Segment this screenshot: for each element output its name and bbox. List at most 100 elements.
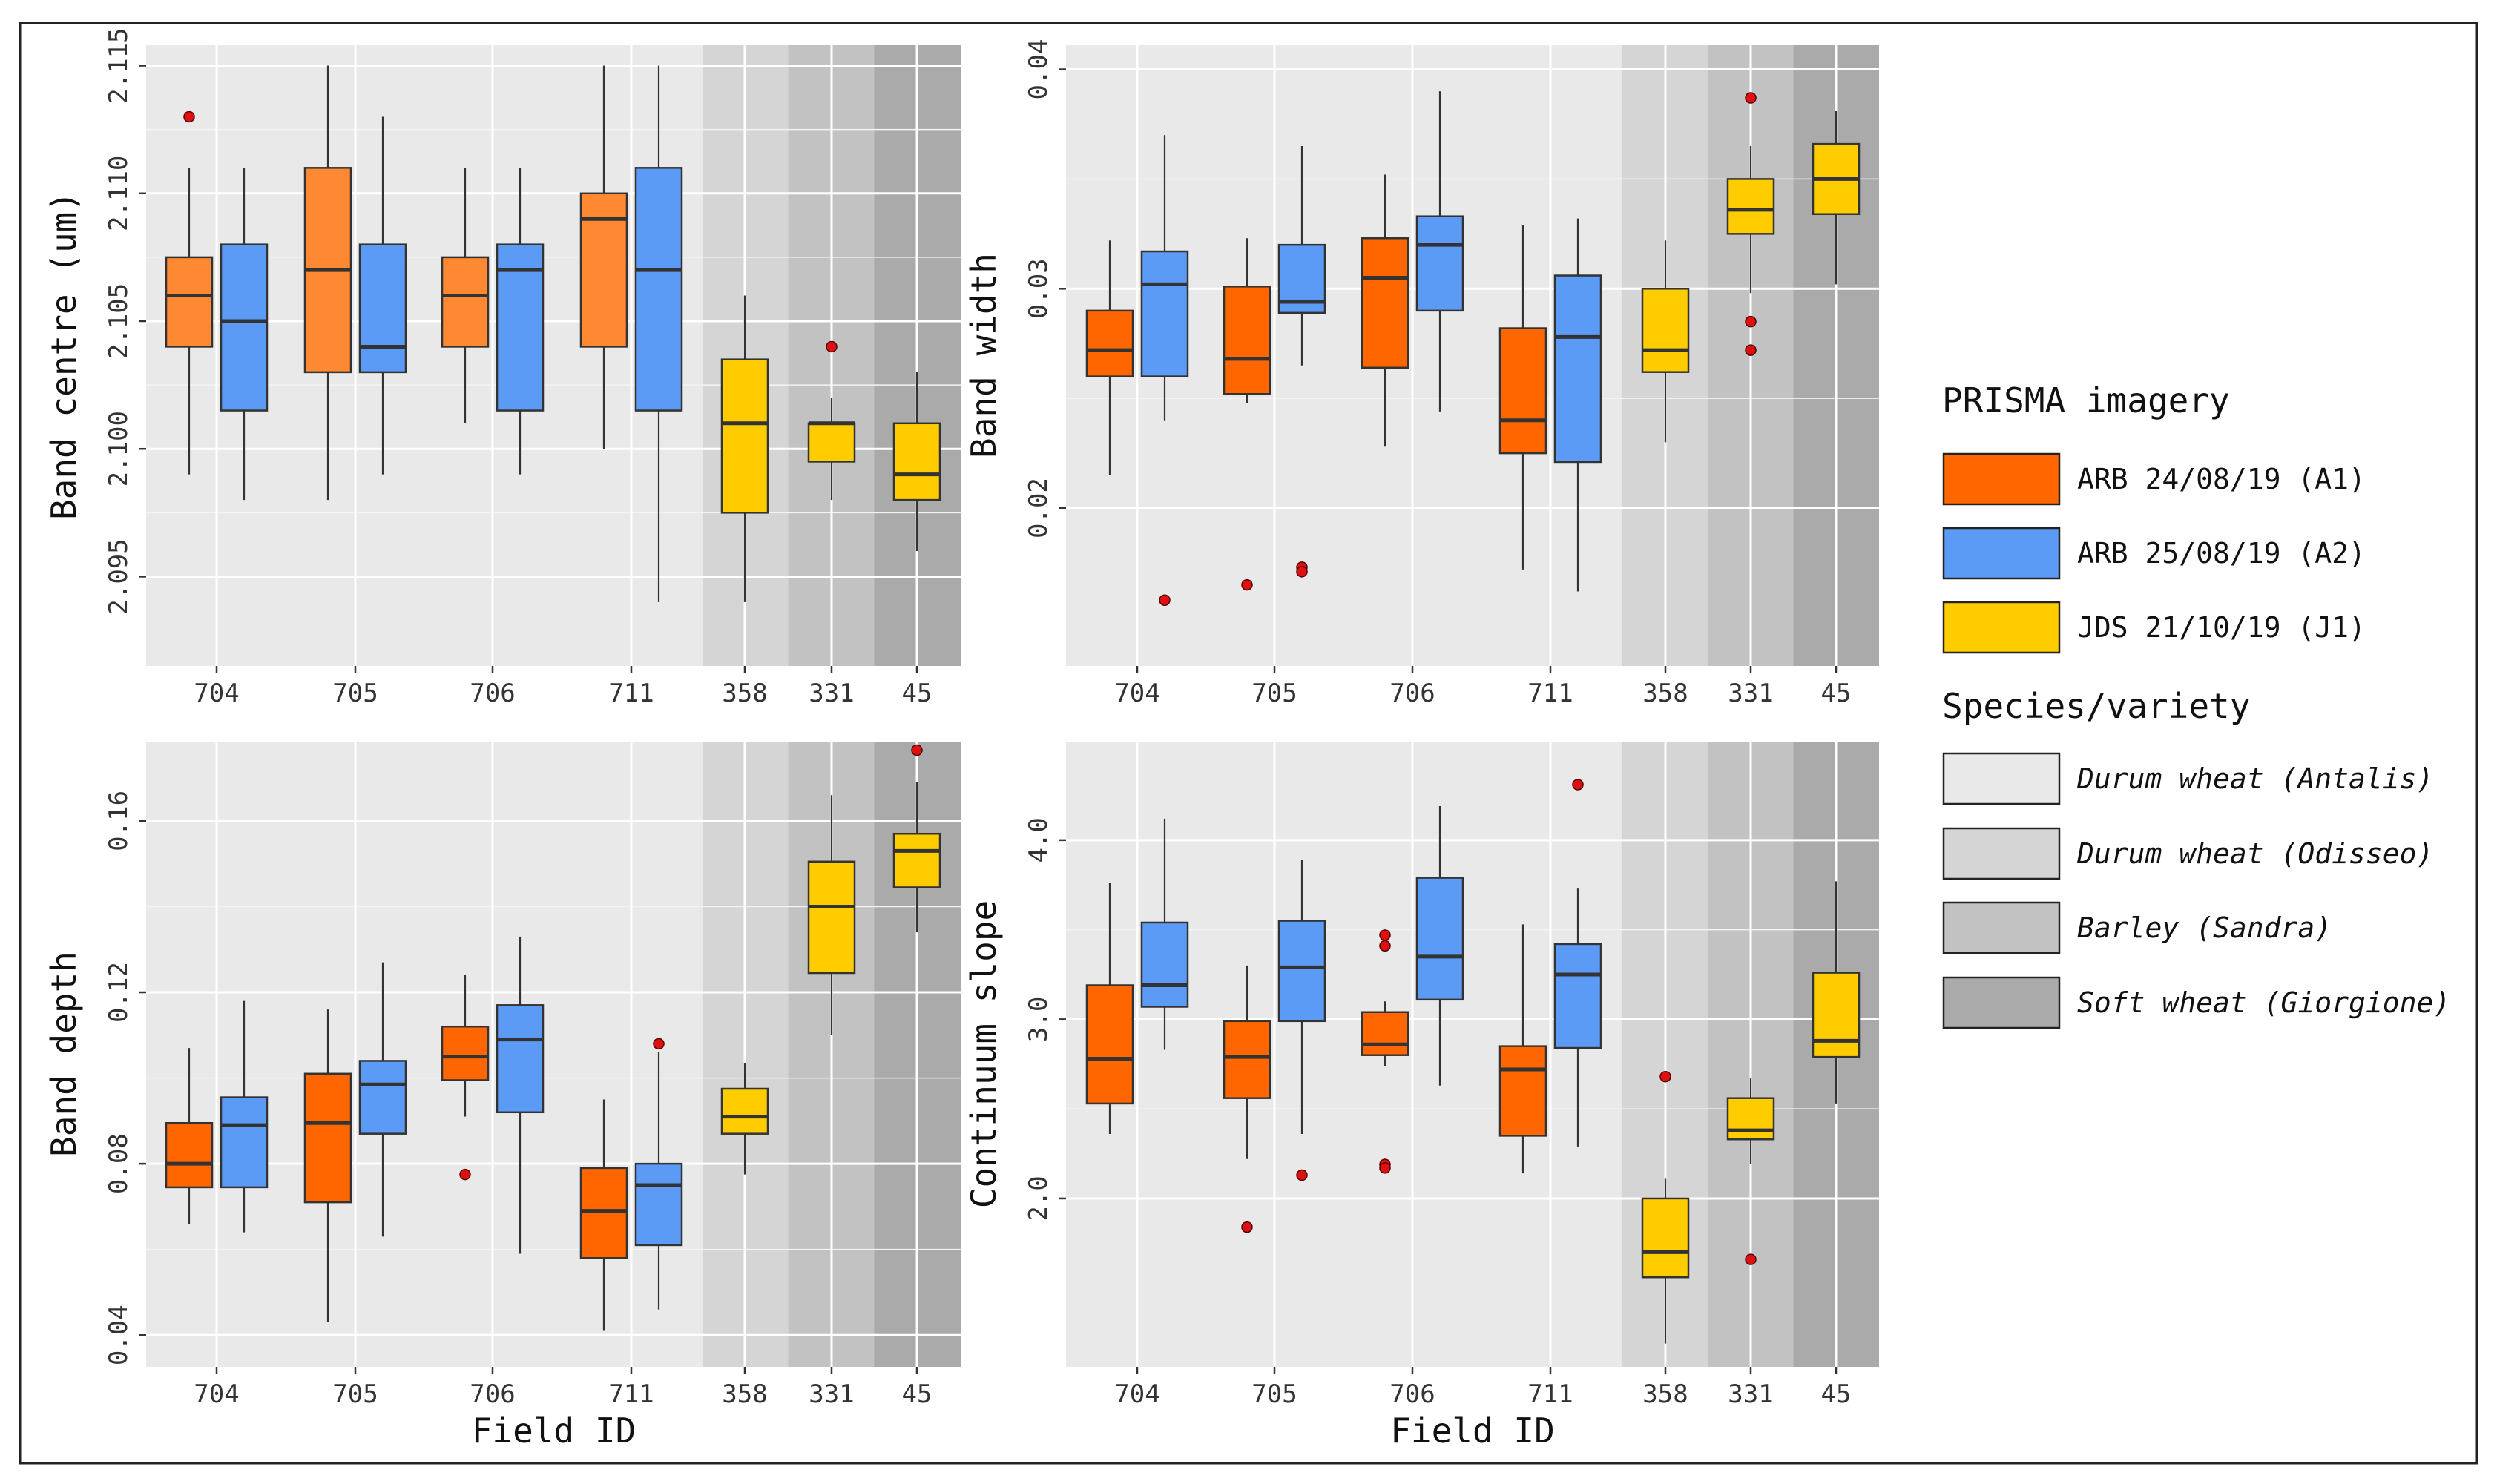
box-704-a2	[220, 1000, 269, 1233]
box-706-a2	[1415, 91, 1464, 412]
legend-label-antalis: Durum wheat (Antalis)	[2076, 762, 2433, 795]
box-711-a2	[634, 65, 683, 602]
x-tick-label: 704	[1114, 679, 1159, 708]
box-iqr	[1553, 274, 1602, 464]
box-iqr	[220, 1096, 269, 1189]
box-iqr	[720, 358, 769, 514]
box-331-j1	[1726, 1078, 1775, 1265]
legend-imagery-item-a1: ARB 24/08/19 (A1)	[1942, 452, 2366, 506]
x-tick-label: 331	[809, 679, 854, 708]
box-iqr	[1726, 1097, 1775, 1141]
x-tick-label: 331	[1728, 1379, 1773, 1409]
legend-label-giorgione: Soft wheat (Giorgione)	[2077, 986, 2450, 1019]
y-tick-label: 0.02	[1024, 478, 1053, 538]
box-711-a2	[634, 1038, 683, 1310]
box-iqr	[807, 860, 856, 975]
outlier-point	[1241, 578, 1253, 591]
y-tick-label: 2.0	[1024, 1175, 1053, 1221]
box-706-a2	[1415, 805, 1464, 1086]
x-axis-title: Field ID	[1390, 1411, 1555, 1451]
outlier-point	[1296, 566, 1308, 578]
box-iqr	[496, 243, 545, 412]
legend-swatch-j1	[1942, 601, 2061, 654]
box-iqr	[220, 243, 269, 412]
x-axis-title: Field ID	[472, 1411, 636, 1451]
box-705-a2	[358, 116, 407, 475]
box-iqr	[1498, 1045, 1547, 1137]
box-705-a2	[358, 962, 407, 1237]
legend-swatch-odisseo	[1942, 827, 2061, 880]
legend: PRISMA imagery ARB 24/08/19 (A1) ARB 25/…	[1942, 380, 2450, 1029]
x-tick-label: 331	[1728, 679, 1773, 708]
legend-species-item-giorgione: Soft wheat (Giorgione)	[1942, 976, 2450, 1029]
box-iqr	[1277, 920, 1326, 1023]
box-iqr	[1498, 327, 1547, 455]
y-tick-label: 0.03	[1024, 258, 1053, 319]
box-711-a2	[1553, 218, 1602, 592]
legend-species-item-odisseo: Durum wheat (Odisseo)	[1942, 827, 2433, 880]
box-705-a1	[1223, 965, 1271, 1233]
y-tick-label: 2.110	[104, 156, 134, 231]
y-tick-label: 0.08	[104, 1133, 134, 1194]
outlier-point	[653, 1038, 665, 1050]
legend-label-odisseo: Durum wheat (Odisseo)	[2076, 837, 2433, 870]
legend-species-item-sandra: Barley (Sandra)	[1942, 901, 2332, 954]
outlier-point	[1745, 344, 1757, 356]
outlier-point	[1379, 929, 1391, 941]
box-331-j1	[1726, 92, 1775, 356]
x-tick-label: 705	[332, 1379, 378, 1409]
box-iqr	[634, 167, 683, 412]
box-iqr	[1361, 1011, 1409, 1056]
box-iqr	[303, 1072, 352, 1204]
box-711-a1	[579, 65, 628, 449]
x-tick-label: 358	[722, 679, 767, 708]
box-706-a1	[1361, 929, 1409, 1174]
outlier-point	[459, 1168, 471, 1181]
outlier-point	[1159, 594, 1171, 607]
legend-swatch-a2	[1942, 527, 2061, 580]
x-tick-label: 358	[722, 1379, 767, 1409]
y-tick-label: 3.0	[1024, 997, 1053, 1042]
box-iqr	[1140, 250, 1189, 377]
box-iqr	[1415, 215, 1464, 312]
x-tick-label: 705	[332, 679, 378, 708]
x-tick-label: 711	[608, 1379, 654, 1409]
outlier-point	[1296, 1169, 1308, 1181]
box-331-j1	[807, 795, 856, 1035]
box-705-a1	[1223, 238, 1271, 591]
box-704-a2	[220, 168, 269, 501]
x-tick-label: 358	[1642, 679, 1688, 708]
box-iqr	[579, 1167, 628, 1259]
plot-bg-antalis	[146, 742, 703, 1367]
box-iqr	[1085, 309, 1134, 377]
y-tick-label: 2.115	[104, 27, 134, 103]
x-tick-label: 45	[1821, 1379, 1852, 1409]
box-711-a1	[1498, 225, 1547, 570]
legend-swatch-sandra	[1942, 901, 2061, 954]
box-45-j1	[892, 744, 941, 933]
outlier-point	[1379, 1162, 1391, 1174]
legend-species-item-antalis: Durum wheat (Antalis)	[1942, 752, 2433, 805]
y-tick-label: 0.04	[1024, 39, 1053, 100]
box-705-a1	[303, 65, 352, 501]
outlier-point	[1572, 779, 1584, 791]
legend-species-title: Species/variety	[1942, 686, 2250, 726]
x-tick-label: 45	[902, 1379, 932, 1409]
box-358-j1	[1641, 1070, 1690, 1344]
box-iqr	[441, 1025, 490, 1081]
y-axis-title: Band centre (um)	[44, 191, 84, 520]
box-iqr	[807, 422, 856, 463]
outlier-point	[826, 340, 838, 353]
box-706-a2	[496, 936, 545, 1254]
box-45-j1	[892, 372, 941, 551]
box-705-a1	[303, 1009, 352, 1322]
box-iqr	[1415, 877, 1464, 1001]
x-tick-label: 711	[1527, 1379, 1573, 1409]
box-331-j1	[807, 340, 856, 501]
box-711-a2	[1553, 779, 1602, 1147]
x-tick-label: 331	[809, 1379, 854, 1409]
box-705-a2	[1277, 860, 1326, 1181]
box-706-a1	[441, 975, 490, 1181]
box-iqr	[1812, 972, 1861, 1058]
